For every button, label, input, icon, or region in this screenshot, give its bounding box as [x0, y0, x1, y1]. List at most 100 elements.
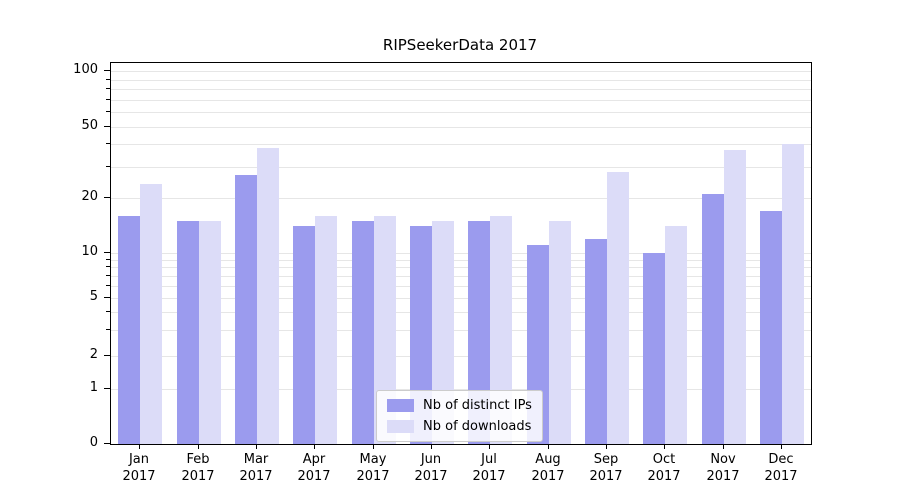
legend-label-distinct-ips: Nb of distinct IPs	[423, 398, 532, 413]
x-tick-label: Nov 2017	[706, 452, 740, 484]
y-tick	[104, 388, 110, 389]
gridline	[111, 330, 811, 331]
x-tick	[314, 444, 315, 449]
y-tick-label: 0	[89, 435, 98, 450]
y-tick-label: 5	[89, 289, 98, 304]
gridline	[111, 112, 811, 113]
y-minor-tick	[106, 143, 110, 144]
y-minor-tick	[106, 166, 110, 167]
x-tick-label: Sep 2017	[589, 452, 623, 484]
y-tick	[104, 252, 110, 253]
y-tick-label: 2	[89, 347, 98, 362]
gridline	[111, 276, 811, 277]
gridline	[111, 286, 811, 287]
x-tick-label: Jun 2017	[414, 452, 448, 484]
y-minor-tick	[106, 329, 110, 330]
y-minor-tick	[106, 79, 110, 80]
bar-distinct-ips-jul-2017	[468, 221, 490, 444]
y-tick-label: 20	[81, 189, 98, 204]
bar-downloads-nov-2017	[724, 150, 746, 444]
y-tick-label: 10	[81, 244, 98, 259]
gridline	[111, 144, 811, 145]
gridline	[111, 167, 811, 168]
y-tick	[104, 443, 110, 444]
gridline	[111, 127, 811, 128]
x-tick	[723, 444, 724, 449]
bar-downloads-sep-2017	[607, 172, 629, 444]
y-minor-tick	[106, 285, 110, 286]
bar-distinct-ips-dec-2017	[760, 211, 782, 444]
x-tick-label: Feb 2017	[181, 452, 215, 484]
y-minor-tick	[106, 99, 110, 100]
bar-distinct-ips-nov-2017	[702, 194, 724, 444]
gridline	[111, 356, 811, 357]
gridline	[111, 198, 811, 199]
bar-distinct-ips-jan-2017	[118, 216, 140, 444]
x-tick-label: Mar 2017	[239, 452, 273, 484]
x-tick	[489, 444, 490, 449]
y-tick	[104, 70, 110, 71]
y-minor-tick	[106, 266, 110, 267]
bar-distinct-ips-mar-2017	[235, 175, 257, 444]
bar-distinct-ips-jun-2017	[410, 226, 432, 444]
x-tick	[198, 444, 199, 449]
bar-downloads-aug-2017	[549, 221, 571, 444]
legend: Nb of distinct IPs Nb of downloads	[376, 390, 543, 442]
x-tick	[431, 444, 432, 449]
x-tick	[373, 444, 374, 449]
gridline	[111, 260, 811, 261]
bar-distinct-ips-apr-2017	[293, 226, 315, 444]
x-tick-label: Jul 2017	[472, 452, 506, 484]
y-tick-label: 1	[89, 380, 98, 395]
x-tick	[139, 444, 140, 449]
legend-swatch-downloads	[387, 420, 414, 433]
gridline	[111, 100, 811, 101]
y-tick-label: 100	[73, 62, 98, 77]
bar-downloads-may-2017	[374, 216, 396, 444]
x-tick-label: Dec 2017	[764, 452, 798, 484]
bar-downloads-jan-2017	[140, 184, 162, 444]
x-tick-label: May 2017	[356, 452, 390, 484]
x-tick	[664, 444, 665, 449]
bar-downloads-feb-2017	[199, 221, 221, 444]
bar-downloads-jul-2017	[490, 216, 512, 444]
gridline	[111, 389, 811, 390]
legend-swatch-distinct-ips	[387, 399, 414, 412]
legend-item-distinct-ips: Nb of distinct IPs	[387, 398, 532, 413]
y-tick	[104, 355, 110, 356]
y-minor-tick	[106, 275, 110, 276]
x-tick-label: Aug 2017	[531, 452, 565, 484]
y-tick	[104, 197, 110, 198]
gridline	[111, 71, 811, 72]
plot-area: Nb of distinct IPs Nb of downloads	[110, 62, 812, 445]
y-minor-tick	[106, 111, 110, 112]
bar-distinct-ips-feb-2017	[177, 221, 199, 444]
x-tick-label: Jan 2017	[122, 452, 156, 484]
y-minor-tick	[106, 311, 110, 312]
gridline	[111, 312, 811, 313]
y-tick-label: 50	[81, 118, 98, 133]
bar-downloads-apr-2017	[315, 216, 337, 444]
bar-distinct-ips-sep-2017	[585, 239, 607, 444]
y-tick	[104, 297, 110, 298]
x-tick-label: Oct 2017	[647, 452, 681, 484]
y-minor-tick	[106, 259, 110, 260]
gridline	[111, 89, 811, 90]
gridline	[111, 80, 811, 81]
legend-item-downloads: Nb of downloads	[387, 419, 532, 434]
chart-title: RIPSeekerData 2017	[382, 36, 538, 54]
bar-downloads-mar-2017	[257, 148, 279, 444]
gridline	[111, 267, 811, 268]
x-tick	[606, 444, 607, 449]
x-tick	[781, 444, 782, 449]
x-tick-label: Apr 2017	[297, 452, 331, 484]
bar-distinct-ips-may-2017	[352, 221, 374, 444]
y-minor-tick	[106, 88, 110, 89]
bar-distinct-ips-oct-2017	[643, 253, 665, 444]
gridline	[111, 298, 811, 299]
y-tick	[104, 126, 110, 127]
bar-downloads-dec-2017	[782, 144, 804, 444]
legend-label-downloads: Nb of downloads	[423, 419, 532, 434]
bar-downloads-jun-2017	[432, 221, 454, 444]
